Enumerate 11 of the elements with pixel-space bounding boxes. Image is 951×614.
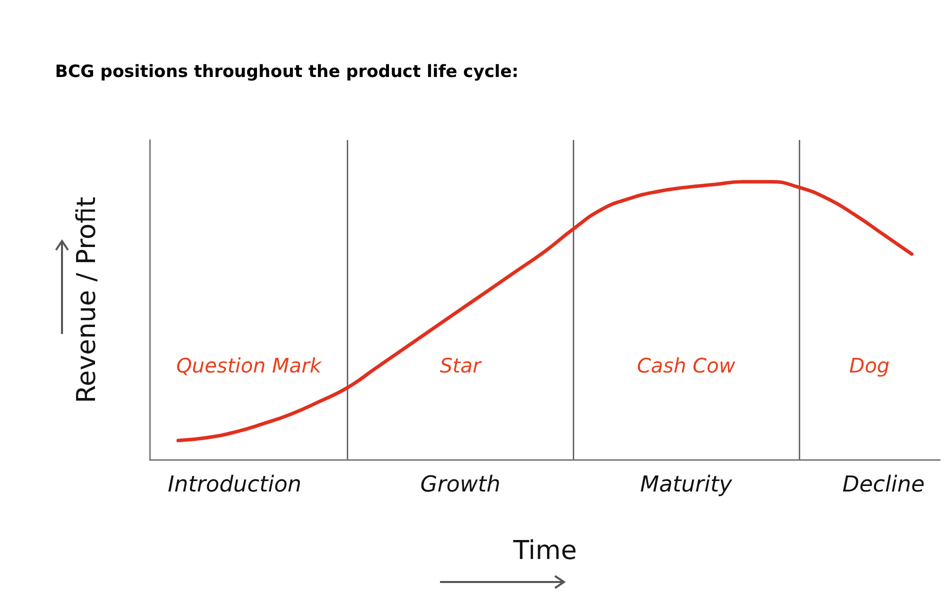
y-axis-title: Revenue / Profit <box>72 196 102 404</box>
x-tick-label: Maturity <box>640 472 733 498</box>
annotation: Dog <box>849 354 890 378</box>
x-tick-label: Decline <box>842 472 925 498</box>
annotation: Star <box>440 354 483 378</box>
x-tick-label: Introduction <box>168 472 302 498</box>
x-tick-label: Growth <box>420 472 500 498</box>
chart-title: BCG positions throughout the product life cycle: <box>55 62 519 82</box>
annotation: Cash Cow <box>636 354 736 378</box>
x-axis-title: Time <box>512 536 577 566</box>
annotation: Question Mark <box>176 354 323 378</box>
